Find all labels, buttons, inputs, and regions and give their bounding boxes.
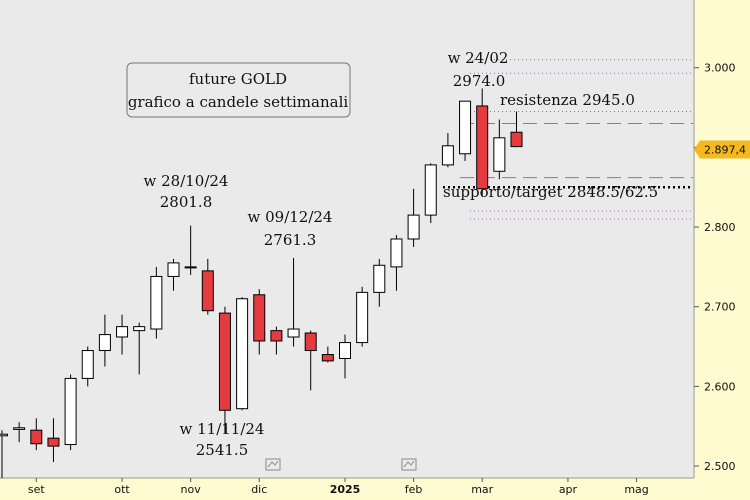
candle-down [270,330,283,342]
instrument-subtitle: grafico a candele settimanali [128,93,349,111]
annotation-supporto-target: supporto/target 2848.5/62.5 [443,183,658,201]
annotation-w281024-date: w 28/10/24 [144,172,229,190]
candle-down [476,105,489,190]
candle-down [304,332,317,352]
candle-up [0,433,8,437]
candle-down [201,270,214,312]
candle-down [510,131,523,148]
annotation-w111124-date: w 11/11/24 [180,420,265,438]
candle-up [407,214,420,240]
time-tick-label: mag [624,483,648,496]
time-axis-ticks: set ott nov dic 2025 feb mar apr mag [28,478,649,496]
annotation-resistenza: resistenza 2945.0 [500,91,635,109]
annotation-w111124-price: 2541.5 [196,441,249,459]
time-tick-label: ott [114,483,130,496]
candle-up [133,326,146,332]
candle-up [441,145,454,166]
price-tick-label: 2.600 [704,380,736,393]
candle-up [236,298,249,410]
candle-up [13,427,26,430]
price-tick-label: 2.700 [704,301,736,314]
time-tick-label: mar [471,483,493,496]
candle-down [47,437,60,447]
candle-up [184,266,197,269]
drawing-tool-icon[interactable] [265,458,281,471]
annotation-w2402-price: 2974.0 [453,72,506,90]
time-tick-label: 2025 [330,483,361,496]
candle-up [356,291,369,344]
candle-up [287,328,300,338]
price-axis[interactable] [694,0,750,500]
time-axis[interactable] [0,478,694,500]
time-tick-label: dic [251,483,267,496]
last-price-value: 2.897,4 [704,143,746,156]
price-tick-label: 3.000 [704,62,736,75]
time-tick-label: nov [181,483,202,496]
annotations: w 28/10/24 2801.8 w 09/12/24 2761.3 w 11… [144,49,659,459]
price-tick-label: 2.800 [704,221,736,234]
candle-down [253,294,266,342]
candle-up [98,334,111,352]
candle-down [30,429,43,445]
time-tick-label: feb [405,483,423,496]
last-price-tag: 2.897,4 [694,140,750,159]
candle-down [218,312,231,411]
annotation-w2402-date: w 24/02 [448,49,509,67]
candle-up [64,377,77,446]
candle-up [373,264,386,293]
instrument-title: future GOLD [189,70,287,88]
candle-up [81,350,94,379]
annotation-w091224-price: 2761.3 [264,231,317,249]
time-tick-label: apr [559,483,578,496]
candle-up [167,262,180,277]
instrument-info-box: future GOLD grafico a candele settimanal… [126,62,351,118]
candle-up [116,326,129,338]
drawing-tool-icon[interactable] [401,458,417,471]
time-tick-label: set [28,483,45,496]
annotation-w281024-price: 2801.8 [160,193,213,211]
price-tick-label: 2.500 [704,460,736,473]
candle-up [459,100,472,155]
candle-down [321,354,334,362]
annotation-w091224-date: w 09/12/24 [248,208,333,226]
candle-up [493,137,506,172]
candles [0,88,523,478]
candle-up [150,275,163,330]
candle-up [424,164,437,216]
candle-up [390,238,403,268]
candle-up [339,342,351,360]
